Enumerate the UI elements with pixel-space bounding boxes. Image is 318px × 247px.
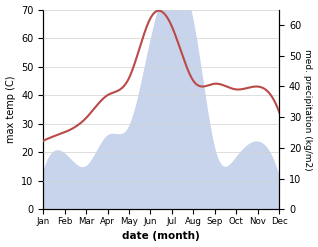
X-axis label: date (month): date (month) (122, 231, 200, 242)
Y-axis label: med. precipitation (kg/m2): med. precipitation (kg/m2) (303, 49, 313, 170)
Y-axis label: max temp (C): max temp (C) (5, 76, 16, 143)
